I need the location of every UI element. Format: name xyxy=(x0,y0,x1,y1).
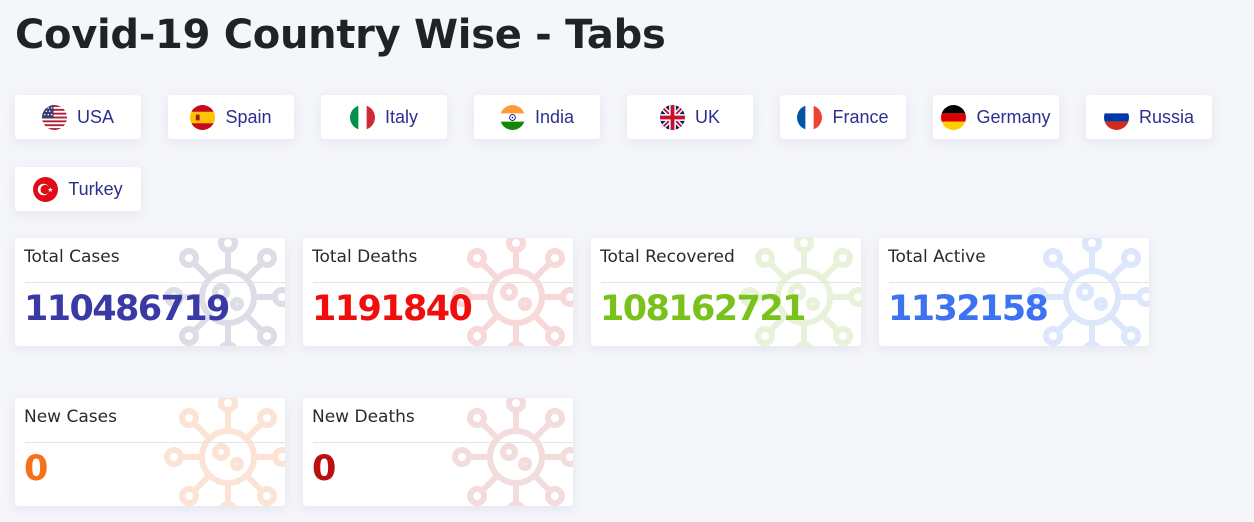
divider xyxy=(601,282,861,283)
divider xyxy=(25,442,285,443)
stat-card-total-active: Total Active 1132158 xyxy=(879,238,1149,346)
stat-label: Total Recovered xyxy=(600,247,735,267)
tab-label: India xyxy=(534,106,575,127)
stat-value: 110486719 xyxy=(24,289,230,329)
tab-france[interactable]: France xyxy=(780,95,906,139)
stat-card-new-cases: New Cases 0 xyxy=(15,398,285,506)
tab-turkey[interactable]: Turkey xyxy=(15,167,141,211)
tab-label: UK xyxy=(694,106,720,127)
russia-flag-icon xyxy=(1103,104,1129,130)
stat-value: 0 xyxy=(24,449,48,489)
stat-value: 1191840 xyxy=(312,289,473,329)
tab-usa[interactable]: USA xyxy=(15,95,141,139)
tab-germany[interactable]: Germany xyxy=(933,95,1059,139)
tab-italy[interactable]: Italy xyxy=(321,95,447,139)
stat-value: 0 xyxy=(312,449,336,489)
tab-label: Russia xyxy=(1138,106,1195,127)
tab-label: Italy xyxy=(384,106,418,127)
stat-card-total-deaths: Total Deaths 1191840 xyxy=(303,238,573,346)
divider xyxy=(25,282,285,283)
turkey-flag-icon xyxy=(33,176,59,202)
stat-label: New Deaths xyxy=(312,407,415,427)
tab-spain[interactable]: Spain xyxy=(168,95,294,139)
virus-icon xyxy=(451,398,573,506)
tab-india[interactable]: India xyxy=(474,95,600,139)
tab-label: Turkey xyxy=(68,178,123,199)
stat-card-total-cases: Total Cases 110486719 xyxy=(15,238,285,346)
virus-icon xyxy=(163,398,285,506)
tab-label: Spain xyxy=(225,106,272,127)
stat-card-new-deaths: New Deaths 0 xyxy=(303,398,573,506)
divider xyxy=(313,282,573,283)
divider xyxy=(889,282,1149,283)
tab-label: USA xyxy=(76,106,114,127)
page-title: Covid-19 Country Wise - Tabs xyxy=(15,12,666,58)
stat-label: Total Active xyxy=(888,247,986,267)
tab-label: Germany xyxy=(976,106,1051,127)
india-flag-icon xyxy=(499,104,525,130)
stat-label: New Cases xyxy=(24,407,117,427)
tab-russia[interactable]: Russia xyxy=(1086,95,1212,139)
stat-value: 1132158 xyxy=(888,289,1049,329)
france-flag-icon xyxy=(797,104,823,130)
tab-label: France xyxy=(832,106,889,127)
stat-label: Total Cases xyxy=(24,247,120,267)
spain-flag-icon xyxy=(190,104,216,130)
uk-flag-icon xyxy=(659,104,685,130)
stat-label: Total Deaths xyxy=(312,247,418,267)
divider xyxy=(313,442,573,443)
stat-card-total-recovered: Total Recovered 108162721 xyxy=(591,238,861,346)
tab-uk[interactable]: UK xyxy=(627,95,753,139)
stat-value: 108162721 xyxy=(600,289,806,329)
germany-flag-icon xyxy=(941,104,967,130)
italy-flag-icon xyxy=(349,104,375,130)
usa-flag-icon xyxy=(41,104,67,130)
